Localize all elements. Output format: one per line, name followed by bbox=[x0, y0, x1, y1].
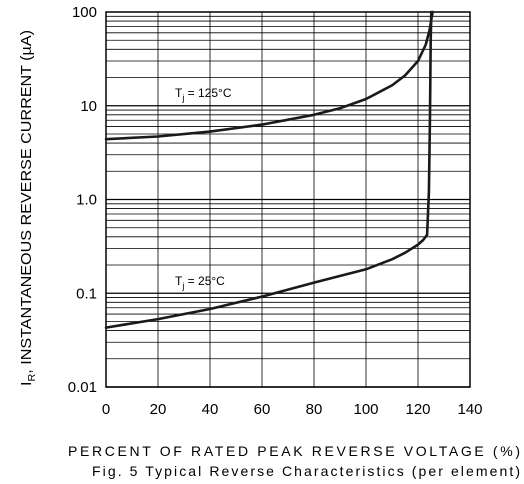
x-tick-label: 0 bbox=[102, 401, 110, 418]
y-axis-ticks: 0.01 0.1 1.0 10 100 bbox=[68, 4, 97, 396]
y-tick-label: 100 bbox=[72, 4, 97, 21]
plot-frame bbox=[105, 11, 471, 388]
x-tick-label: 80 bbox=[306, 401, 323, 418]
x-tick-label: 140 bbox=[457, 401, 482, 418]
y-tick-label: 0.01 bbox=[68, 379, 97, 396]
x-tick-label: 120 bbox=[405, 401, 430, 418]
series-line-1 bbox=[104, 10, 433, 329]
y-axis-label: IR, INSTANTANEOUS REVERSE CURRENT (µA) bbox=[18, 30, 38, 386]
y-tick-label: 10 bbox=[80, 98, 97, 115]
y-tick-label: 0.1 bbox=[76, 285, 97, 302]
chart-grid bbox=[105, 11, 471, 388]
series-label-tj-125: Tj = 125°C bbox=[175, 86, 232, 103]
x-tick-label: 100 bbox=[353, 401, 378, 418]
x-axis-ticks: 0 20 40 60 80 100 120 140 bbox=[102, 401, 483, 418]
series-lines bbox=[104, 10, 434, 329]
x-tick-label: 60 bbox=[254, 401, 271, 418]
x-axis-label: PERCENT OF RATED PEAK REVERSE VOLTAGE (%… bbox=[68, 443, 520, 459]
figure-caption: Fig. 5 Typical Reverse Characteristics (… bbox=[92, 463, 520, 479]
x-tick-label: 40 bbox=[202, 401, 219, 418]
series-label-tj-25: Tj = 25°C bbox=[175, 274, 225, 291]
x-tick-label: 20 bbox=[150, 401, 167, 418]
y-tick-label: 1.0 bbox=[76, 192, 97, 209]
series-line-0 bbox=[104, 10, 434, 141]
